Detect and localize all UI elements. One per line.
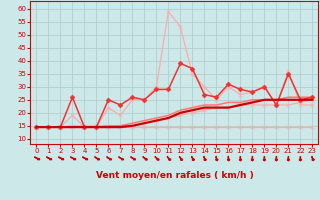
X-axis label: Vent moyen/en rafales ( km/h ): Vent moyen/en rafales ( km/h ) [96, 171, 253, 180]
